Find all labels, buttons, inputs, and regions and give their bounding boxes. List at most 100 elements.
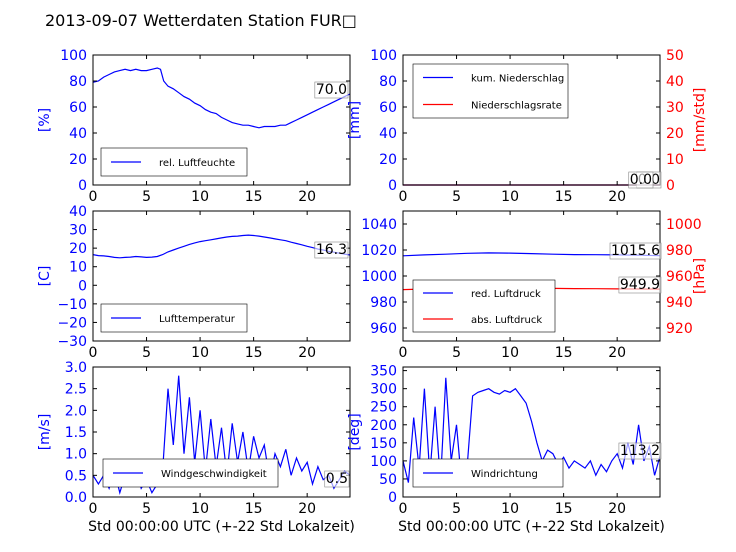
y-tick-label: 1000 (361, 269, 397, 285)
y-tick-label: 250 (370, 400, 397, 416)
axes-frame (92, 54, 351, 186)
y-tick-label: 1040 (361, 217, 397, 233)
y-tick-label: −30 (57, 334, 87, 350)
x-tick-label: 5 (142, 189, 151, 205)
chart-wind-speed: 0 5 10 15 20 0.0 0.5 1.0 1.5 2.0 2.5 3.0 [m/s] Std 00… (37, 360, 355, 535)
legend-label: Lufttemperatur (159, 314, 236, 325)
y-tick-label: 150 (370, 436, 397, 452)
annotation-box (618, 276, 662, 294)
y2-tick-label: 980 (666, 243, 693, 259)
value-annotation: 949.9 (620, 277, 660, 293)
y-tick-label: 20 (69, 152, 87, 168)
y2-axis-label: [mm/std] (692, 88, 708, 153)
y-axis-label: [%] (37, 108, 53, 132)
y-tick-label: 2.0 (65, 403, 87, 419)
value-annotation: 1015.6 (611, 243, 660, 259)
y2-tick-label: 50 (666, 48, 684, 64)
y2-tick-label: 1000 (666, 217, 702, 233)
x-tick-label: 5 (452, 189, 461, 205)
y-tick-label: 80 (379, 74, 397, 90)
legend-box (412, 279, 556, 333)
series-line-humidity-0 (92, 67, 351, 129)
y-tick-label: 0 (78, 278, 87, 294)
y-tick-label: 40 (69, 126, 87, 142)
x-tick-label: 20 (608, 345, 626, 361)
y2-tick-label: 10 (666, 152, 684, 168)
x-tick-label: 10 (191, 501, 209, 517)
y-tick-label: 960 (370, 321, 397, 337)
x-tick-label: 20 (608, 189, 626, 205)
x-tick-label: 0 (89, 501, 98, 517)
x-tick-label: 5 (142, 501, 151, 517)
annotation-box (618, 442, 662, 460)
chart-precip: 0 5 10 15 20 0 20 40 60 80 100 0 10 20 30 40 50 [mm] [mm/s… (347, 48, 708, 205)
x-tick-label: 10 (191, 189, 209, 205)
y-tick-label: −20 (57, 315, 87, 331)
y-axis-label: [mm] (347, 101, 363, 139)
legend-label: Windrichtung (471, 469, 538, 480)
y2-tick-label: 30 (666, 100, 684, 116)
value-annotation: 16.3 (316, 242, 347, 258)
annotation-box (609, 242, 662, 260)
y-tick-label: 40 (379, 126, 397, 142)
x-tick-label: 0 (399, 345, 408, 361)
x-tick-label: 0 (89, 189, 98, 205)
legend-label: red. Luftdruck (471, 289, 541, 300)
y-tick-label: 0 (78, 178, 87, 194)
axes-frame (402, 366, 661, 498)
x-tick-label: 0 (399, 501, 408, 517)
chart-pressure: 0 5 10 15 20 960 980 1000 1020 1040 920 940 960 980 10… (361, 210, 708, 361)
x-tick-label: 5 (452, 345, 461, 361)
annotation-box (628, 171, 654, 189)
y2-tick-label: 0 (666, 178, 675, 194)
y-tick-label: 300 (370, 382, 397, 398)
y-tick-label: 1020 (361, 243, 397, 259)
axes-frame (402, 54, 661, 186)
y-tick-label: 100 (370, 454, 397, 470)
series-line-wind-direction-0 (402, 377, 661, 487)
y-tick-label: 20 (69, 241, 87, 257)
value-annotation: 70.0 (316, 82, 347, 98)
value-annotation: 113.2 (620, 443, 660, 459)
y-tick-label: 100 (60, 48, 87, 64)
y-tick-label: −10 (57, 297, 87, 313)
x-tick-label: 20 (298, 345, 316, 361)
y-tick-label: 20 (379, 152, 397, 168)
x-tick-label: 5 (452, 501, 461, 517)
y-tick-label: 0 (388, 490, 397, 506)
y-tick-label: 10 (69, 260, 87, 276)
x-tick-label: 10 (191, 345, 209, 361)
x-tick-label: 20 (298, 501, 316, 517)
y-tick-label: 200 (370, 418, 397, 434)
y-tick-label: 1.0 (65, 447, 87, 463)
chart-temperature: 0 5 10 15 20 −30 −20 −10 0 10 20 30 40 [C] Lufttempera… (37, 204, 351, 361)
x-tick-label: 10 (501, 501, 519, 517)
y-tick-label: 80 (69, 74, 87, 90)
x-tick-label: 15 (555, 189, 573, 205)
y-tick-label: 30 (69, 223, 87, 239)
x-tick-label: 15 (555, 345, 573, 361)
x-axis-label: Std 00:00:00 UTC (+-22 Std Lokalzeit) (398, 519, 665, 535)
annotation-box (314, 81, 349, 99)
y2-tick-label: 920 (666, 321, 693, 337)
x-tick-label: 5 (142, 345, 151, 361)
x-tick-label: 20 (298, 189, 316, 205)
y-tick-label: 0.5 (65, 468, 87, 484)
x-tick-label: 15 (245, 189, 263, 205)
annotation-box (314, 241, 349, 259)
y2-tick-label: 20 (666, 126, 684, 142)
y-axis-label: [deg] (347, 413, 363, 450)
series-line-temperature-0 (92, 234, 351, 259)
y-tick-label: 350 (370, 364, 397, 380)
y-tick-label: 0.0 (65, 490, 87, 506)
y-tick-label: 100 (370, 48, 397, 64)
value-annotation: 0.0 (630, 172, 652, 188)
x-tick-label: 15 (555, 501, 573, 517)
y-axis-label: [C] (37, 266, 53, 287)
y-tick-label: 980 (370, 295, 397, 311)
y-tick-label: 50 (379, 472, 397, 488)
annotation-box (324, 470, 350, 488)
value-annotation: 0.5 (326, 471, 348, 487)
y-axis-label: [m/s] (37, 414, 53, 451)
